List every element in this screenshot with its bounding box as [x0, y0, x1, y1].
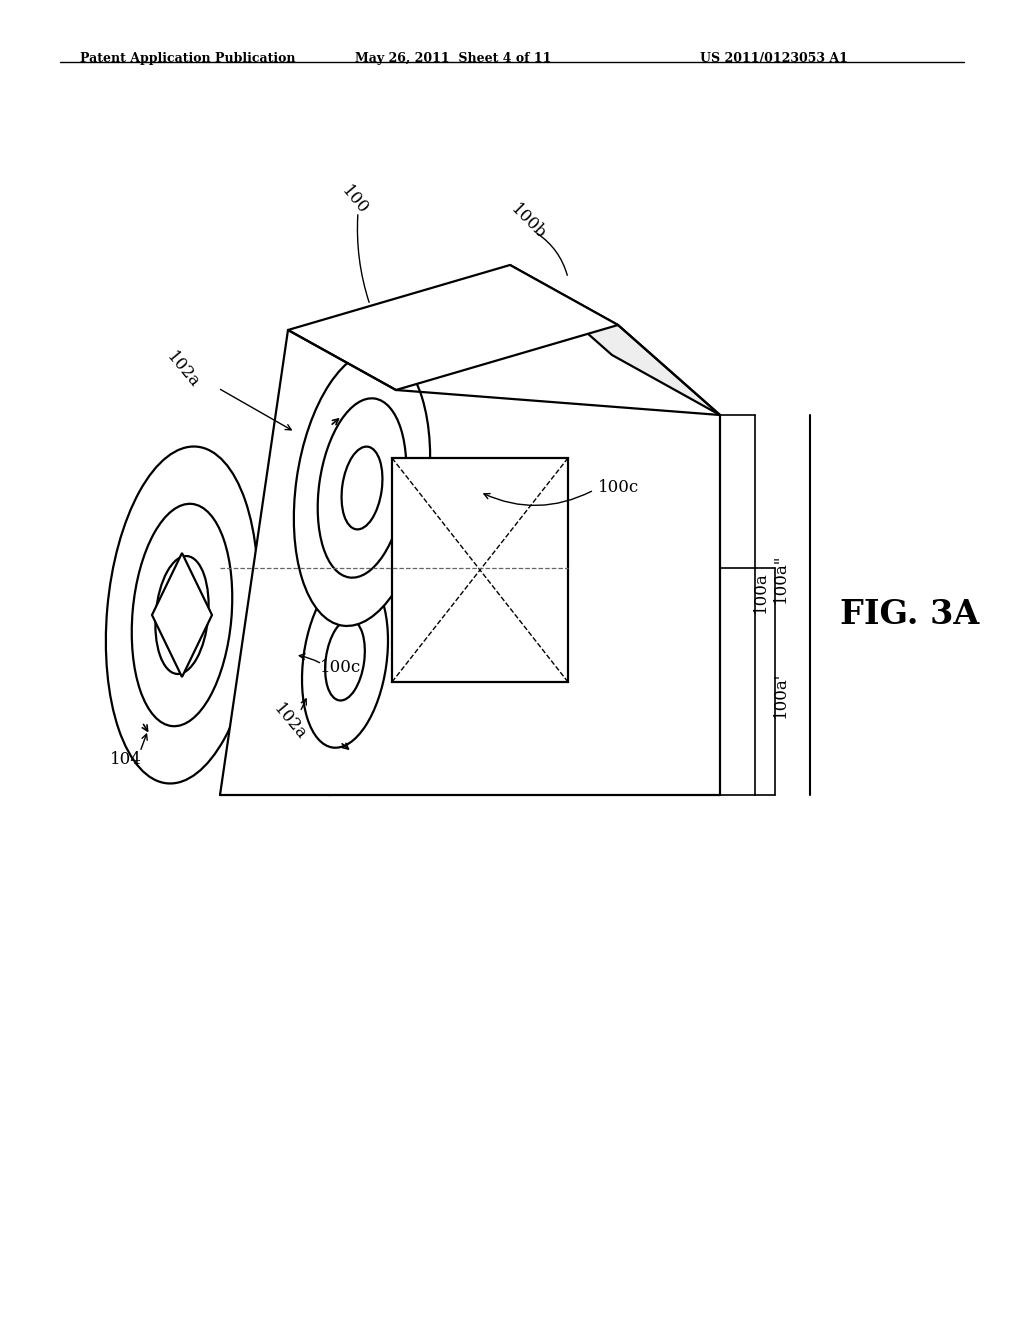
Ellipse shape	[132, 504, 232, 726]
Text: 100a: 100a	[752, 572, 768, 612]
Ellipse shape	[317, 399, 407, 578]
Ellipse shape	[302, 573, 388, 747]
Polygon shape	[152, 553, 212, 677]
Polygon shape	[392, 458, 568, 682]
Text: 102a: 102a	[163, 348, 203, 392]
Polygon shape	[510, 265, 720, 414]
Polygon shape	[288, 265, 618, 389]
Text: 100b: 100b	[507, 201, 549, 243]
Ellipse shape	[156, 556, 209, 675]
Text: Patent Application Publication: Patent Application Publication	[80, 51, 296, 65]
Ellipse shape	[279, 525, 412, 795]
Text: FIG. 3A: FIG. 3A	[840, 598, 979, 631]
Text: 100a": 100a"	[771, 553, 788, 603]
Text: 100: 100	[338, 182, 372, 218]
Text: 102a: 102a	[270, 701, 310, 743]
Ellipse shape	[326, 619, 365, 701]
Ellipse shape	[342, 446, 382, 529]
Text: 100c: 100c	[598, 479, 639, 496]
Ellipse shape	[294, 350, 430, 626]
Text: 100a': 100a'	[771, 672, 788, 718]
Text: 100c: 100c	[319, 660, 361, 676]
Ellipse shape	[105, 446, 258, 784]
Text: US 2011/0123053 A1: US 2011/0123053 A1	[700, 51, 848, 65]
Polygon shape	[220, 325, 720, 795]
Text: 104: 104	[110, 751, 142, 768]
Text: May 26, 2011  Sheet 4 of 11: May 26, 2011 Sheet 4 of 11	[355, 51, 551, 65]
